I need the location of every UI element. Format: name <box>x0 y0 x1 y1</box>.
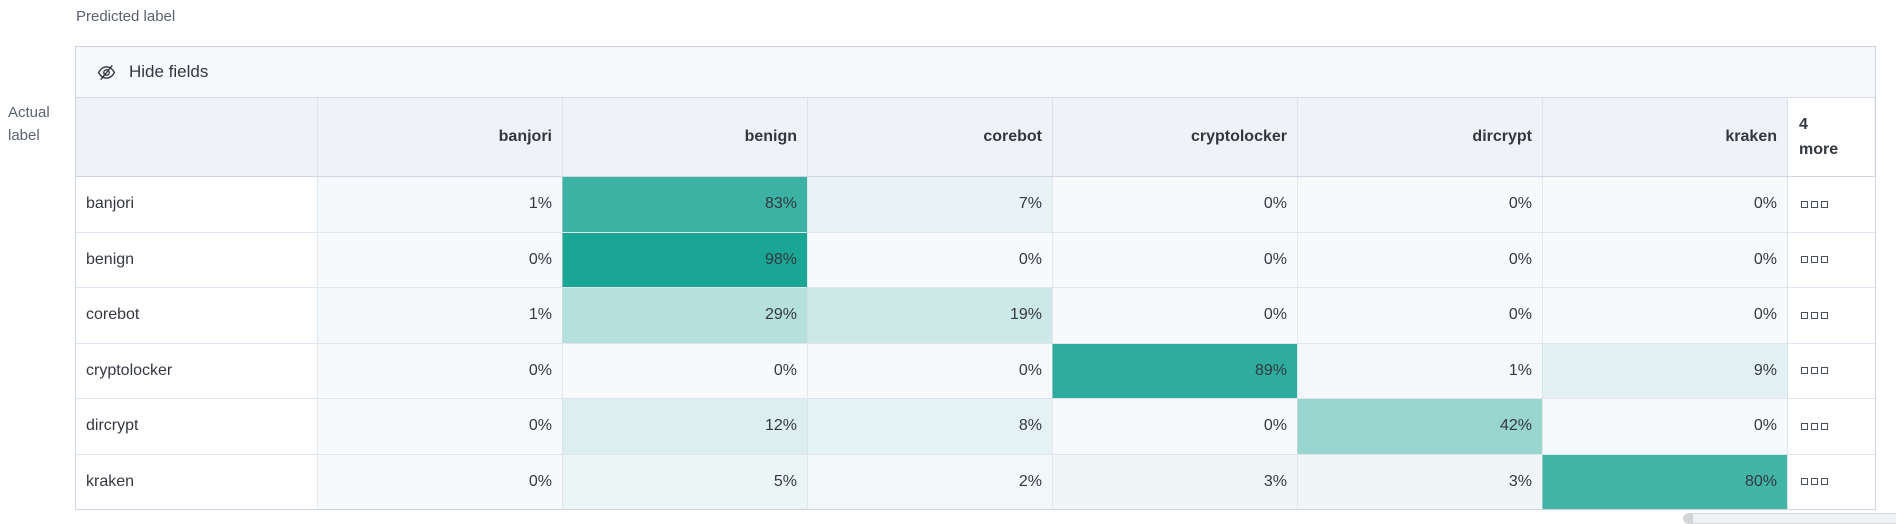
boxes-horizontal-icon <box>1801 478 1828 486</box>
column-header-banjori[interactable]: banjori <box>317 98 562 176</box>
cell-dircrypt-cryptolocker: 0% <box>1052 399 1297 454</box>
cell-cryptolocker-kraken: 9% <box>1542 343 1787 398</box>
boxes-horizontal-icon <box>1801 367 1828 375</box>
confusion-matrix-grid: Hide fields banjori benign corebot cryptolo… <box>75 46 1876 510</box>
predicted-label-axis-title: Predicted label <box>76 8 176 25</box>
cell-kraken-cryptolocker: 3% <box>1052 454 1297 509</box>
cell-kraken-kraken: 80% <box>1542 454 1787 509</box>
hide-fields-label: Hide fields <box>129 62 209 81</box>
column-header-corebot[interactable]: corebot <box>807 98 1052 176</box>
horizontal-scrollbar[interactable] <box>1683 513 1896 524</box>
cell-corebot-dircrypt: 0% <box>1297 288 1542 343</box>
cell-benign-dircrypt: 0% <box>1297 232 1542 287</box>
cell-kraken-benign: 5% <box>562 454 807 509</box>
cell-kraken-banjori: 0% <box>317 454 562 509</box>
row-label-corebot: corebot <box>76 288 317 343</box>
corner-header-cell <box>76 98 317 176</box>
row-overflow-button-cryptolocker[interactable] <box>1787 343 1874 398</box>
cell-dircrypt-banjori: 0% <box>317 399 562 454</box>
cell-cryptolocker-benign: 0% <box>562 343 807 398</box>
column-header-kraken[interactable]: kraken <box>1542 98 1787 176</box>
row-label-cryptolocker: cryptolocker <box>76 343 317 398</box>
cell-kraken-dircrypt: 3% <box>1297 454 1542 509</box>
boxes-horizontal-icon <box>1801 422 1828 430</box>
cell-benign-benign: 98% <box>562 232 807 287</box>
cell-banjori-dircrypt: 0% <box>1297 177 1542 232</box>
row-label-dircrypt: dircrypt <box>76 399 317 454</box>
row-overflow-button-benign[interactable] <box>1787 232 1874 287</box>
cell-banjori-benign: 83% <box>562 177 807 232</box>
cell-benign-corebot: 0% <box>807 232 1052 287</box>
matrix-row-benign: benign 0% 98% 0% 0% 0% 0% <box>76 231 1875 287</box>
row-label-kraken: kraken <box>76 454 317 509</box>
eye-closed-icon <box>97 63 116 82</box>
cell-benign-cryptolocker: 0% <box>1052 232 1297 287</box>
actual-label-axis-title: Actual label <box>8 104 50 144</box>
row-overflow-button-dircrypt[interactable] <box>1787 399 1874 454</box>
boxes-horizontal-icon <box>1801 311 1828 319</box>
cell-corebot-cryptolocker: 0% <box>1052 288 1297 343</box>
matrix-header-row: banjori benign corebot cryptolocker dircrypt… <box>76 98 1875 177</box>
cell-banjori-banjori: 1% <box>317 177 562 232</box>
cell-banjori-cryptolocker: 0% <box>1052 177 1297 232</box>
overflow-columns-header[interactable]: 4 more <box>1787 98 1874 176</box>
cell-corebot-corebot: 19% <box>807 288 1052 343</box>
cell-banjori-corebot: 7% <box>807 177 1052 232</box>
cell-dircrypt-dircrypt: 42% <box>1297 399 1542 454</box>
row-label-benign: benign <box>76 232 317 287</box>
cell-corebot-banjori: 1% <box>317 288 562 343</box>
boxes-horizontal-icon <box>1801 200 1828 208</box>
column-header-cryptolocker[interactable]: cryptolocker <box>1052 98 1297 176</box>
matrix-row-cryptolocker: cryptolocker 0% 0% 0% 89% 1% 9% <box>76 342 1875 398</box>
cell-cryptolocker-corebot: 0% <box>807 343 1052 398</box>
cell-cryptolocker-banjori: 0% <box>317 343 562 398</box>
column-header-dircrypt[interactable]: dircrypt <box>1297 98 1542 176</box>
cell-dircrypt-benign: 12% <box>562 399 807 454</box>
row-label-banjori: banjori <box>76 177 317 232</box>
cell-benign-kraken: 0% <box>1542 232 1787 287</box>
hide-fields-button[interactable]: Hide fields <box>76 47 1875 98</box>
matrix-row-corebot: corebot 1% 29% 19% 0% 0% 0% <box>76 287 1875 343</box>
matrix-row-banjori: banjori 1% 83% 7% 0% 0% 0% <box>76 177 1875 232</box>
cell-dircrypt-kraken: 0% <box>1542 399 1787 454</box>
cell-corebot-benign: 29% <box>562 288 807 343</box>
row-overflow-button-banjori[interactable] <box>1787 177 1874 232</box>
row-overflow-button-corebot[interactable] <box>1787 288 1874 343</box>
cell-corebot-kraken: 0% <box>1542 288 1787 343</box>
row-overflow-button-kraken[interactable] <box>1787 454 1874 509</box>
matrix-row-dircrypt: dircrypt 0% 12% 8% 0% 42% 0% <box>76 398 1875 454</box>
matrix-body: banjori 1% 83% 7% 0% 0% 0% benign 0% 98% 0% 0% 0% 0% c… <box>76 177 1875 509</box>
cell-benign-banjori: 0% <box>317 232 562 287</box>
cell-dircrypt-corebot: 8% <box>807 399 1052 454</box>
cell-banjori-kraken: 0% <box>1542 177 1787 232</box>
cell-kraken-corebot: 2% <box>807 454 1052 509</box>
scrollbar-thumb[interactable] <box>1684 514 1693 523</box>
column-header-benign[interactable]: benign <box>562 98 807 176</box>
boxes-horizontal-icon <box>1801 256 1828 264</box>
matrix-row-kraken: kraken 0% 5% 2% 3% 3% 80% <box>76 453 1875 509</box>
cell-cryptolocker-cryptolocker: 89% <box>1052 343 1297 398</box>
cell-cryptolocker-dircrypt: 1% <box>1297 343 1542 398</box>
